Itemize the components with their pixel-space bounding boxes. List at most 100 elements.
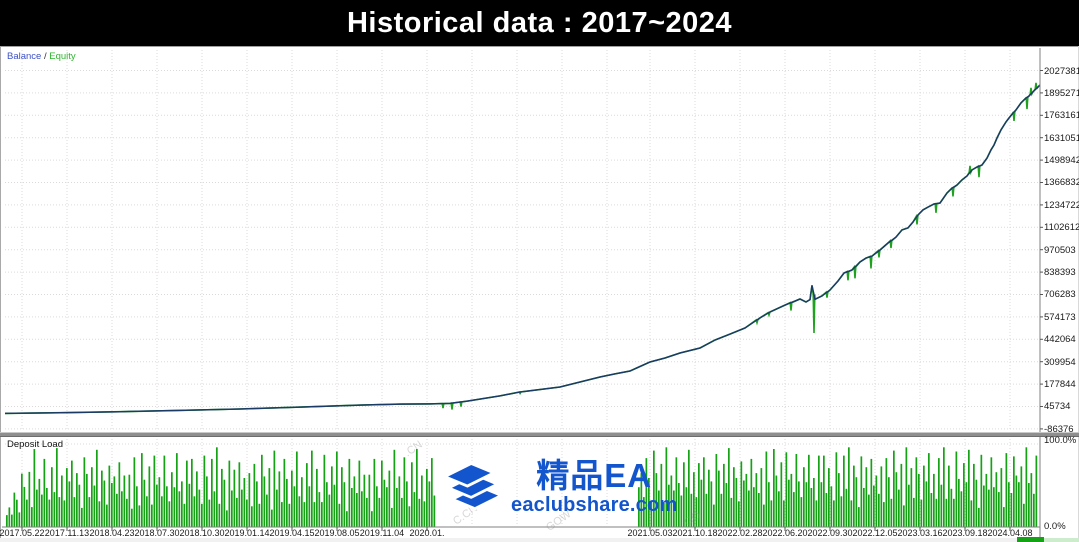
deposit-load-bar	[685, 487, 688, 527]
deposit-load-bar	[86, 473, 88, 527]
deposit-load-bar	[236, 497, 238, 527]
deposit-load-bar	[913, 497, 915, 527]
y-axis-label: 2027381	[1044, 65, 1079, 77]
deposit-load-bar	[251, 506, 253, 528]
y-axis-label: 1366832	[1044, 177, 1079, 189]
deposit-load-bar	[208, 499, 211, 527]
deposit-load-bar	[298, 496, 301, 527]
deposit-load-bar	[990, 457, 993, 527]
deposit-load-bar	[253, 463, 256, 527]
deposit-load-bar	[361, 491, 363, 527]
deposit-load-bar	[963, 463, 965, 527]
deposit-load-bar	[406, 481, 408, 528]
deposit-load-bar	[143, 479, 146, 527]
deposit-load-bar	[248, 473, 251, 528]
deposit-load-bar	[910, 468, 913, 527]
deposit-load-bar	[995, 472, 998, 527]
deposit-load-bar	[51, 467, 53, 527]
deposit-load-bar	[1013, 456, 1015, 527]
deposit-load-bar	[261, 454, 263, 527]
deposit-load-bar	[968, 449, 970, 527]
deposit-load-bar	[118, 462, 121, 527]
deposit-load-bar	[1018, 482, 1020, 527]
deposit-load-bar	[648, 478, 650, 527]
deposit-load-bar	[663, 502, 665, 527]
deposit-load-bar	[311, 450, 313, 527]
deposit-load-bar	[198, 489, 201, 527]
deposit-load-bar	[281, 502, 283, 527]
deposit-load-bar	[76, 473, 78, 528]
next-panel-green-block	[1017, 537, 1044, 542]
deposit-load-bar	[266, 494, 268, 527]
deposit-load-bar	[418, 498, 421, 527]
x-axis-label: 2018.07.30	[134, 528, 180, 538]
x-axis-label: 2020.01.	[409, 528, 445, 538]
deposit-load-bar	[838, 473, 840, 528]
deposit-load-bar	[738, 501, 740, 527]
x-axis-label: 2022.02.28	[717, 528, 763, 538]
deposit-load-bar	[263, 476, 266, 527]
deposit-load-bar	[383, 479, 386, 527]
deposit-load-bar	[1015, 475, 1018, 527]
deposit-load-bar	[121, 491, 123, 527]
y-axis-label: 1631051	[1044, 132, 1079, 144]
x-axis-label: 2023.09.18	[942, 528, 988, 538]
deposit-load-bar	[411, 462, 413, 527]
deposit-load-bar	[211, 458, 213, 527]
x-axis-label: 2019.01.14	[224, 528, 270, 538]
deposit-load-bar	[960, 491, 963, 527]
deposit-load-bar	[178, 491, 181, 527]
deposit-load-bar	[316, 468, 318, 527]
deposit-load-bar	[31, 507, 33, 527]
deposit-load-bar	[161, 496, 163, 527]
deposit-load-bar	[408, 506, 411, 528]
deposit-load-bar	[870, 458, 873, 527]
deposit-load-bar	[378, 497, 381, 527]
x-axis-label: 2019.08.05	[314, 528, 360, 538]
deposit-load-bar	[1023, 503, 1025, 527]
y-axis-label: 309954	[1044, 356, 1076, 368]
deposit-load-bar	[1035, 455, 1038, 527]
balance-line	[4, 84, 1041, 415]
deposit-load-bar	[91, 467, 93, 527]
deposit-load-bar	[243, 478, 246, 527]
deposit-load-bar	[803, 467, 805, 527]
deposit-load-bar	[710, 481, 713, 528]
deposit-load-max-label: 100.0%	[1044, 435, 1077, 446]
deposit-load-bar	[723, 463, 725, 527]
deposit-load-bar	[690, 493, 693, 527]
deposit-load-bar	[688, 449, 690, 527]
x-axis-label: 2022.06.20	[762, 528, 808, 538]
deposit-load-bar	[61, 475, 63, 527]
y-axis-label: -86376	[1044, 423, 1074, 435]
deposit-load-bar	[778, 491, 780, 527]
deposit-load-bar	[18, 512, 21, 527]
deposit-load-bar	[683, 462, 685, 527]
deposit-load-bar	[371, 511, 373, 527]
x-axis-label: 2018.04.23	[89, 528, 135, 538]
deposit-load-bar	[36, 489, 38, 527]
deposit-load-bar	[151, 504, 153, 527]
deposit-load-bar	[653, 450, 655, 527]
deposit-load-bar	[381, 460, 383, 527]
deposit-load-bar	[206, 476, 208, 527]
deposit-load-bar	[346, 511, 348, 527]
deposit-load-bar	[955, 451, 958, 527]
deposit-load-bar	[321, 502, 323, 527]
deposit-load-bar	[16, 499, 18, 527]
deposit-load-bar	[363, 474, 366, 527]
deposit-load-bar	[753, 487, 755, 527]
deposit-load-bar	[793, 492, 795, 527]
deposit-load-bar	[735, 478, 738, 527]
deposit-load-min-label: 0.0%	[1044, 521, 1066, 532]
deposit-load-bar	[820, 482, 823, 527]
deposit-load-bar	[398, 476, 401, 527]
deposit-load-bar	[678, 483, 680, 527]
deposit-load-bar	[940, 484, 943, 527]
title-bar: Historical data : 2017~2024	[0, 0, 1079, 46]
deposit-load-bar	[401, 497, 403, 527]
legend-equity-label: Equity	[49, 51, 76, 62]
deposit-load-bar	[133, 457, 136, 527]
deposit-load-bar	[720, 493, 723, 527]
deposit-load-bar	[848, 447, 850, 527]
